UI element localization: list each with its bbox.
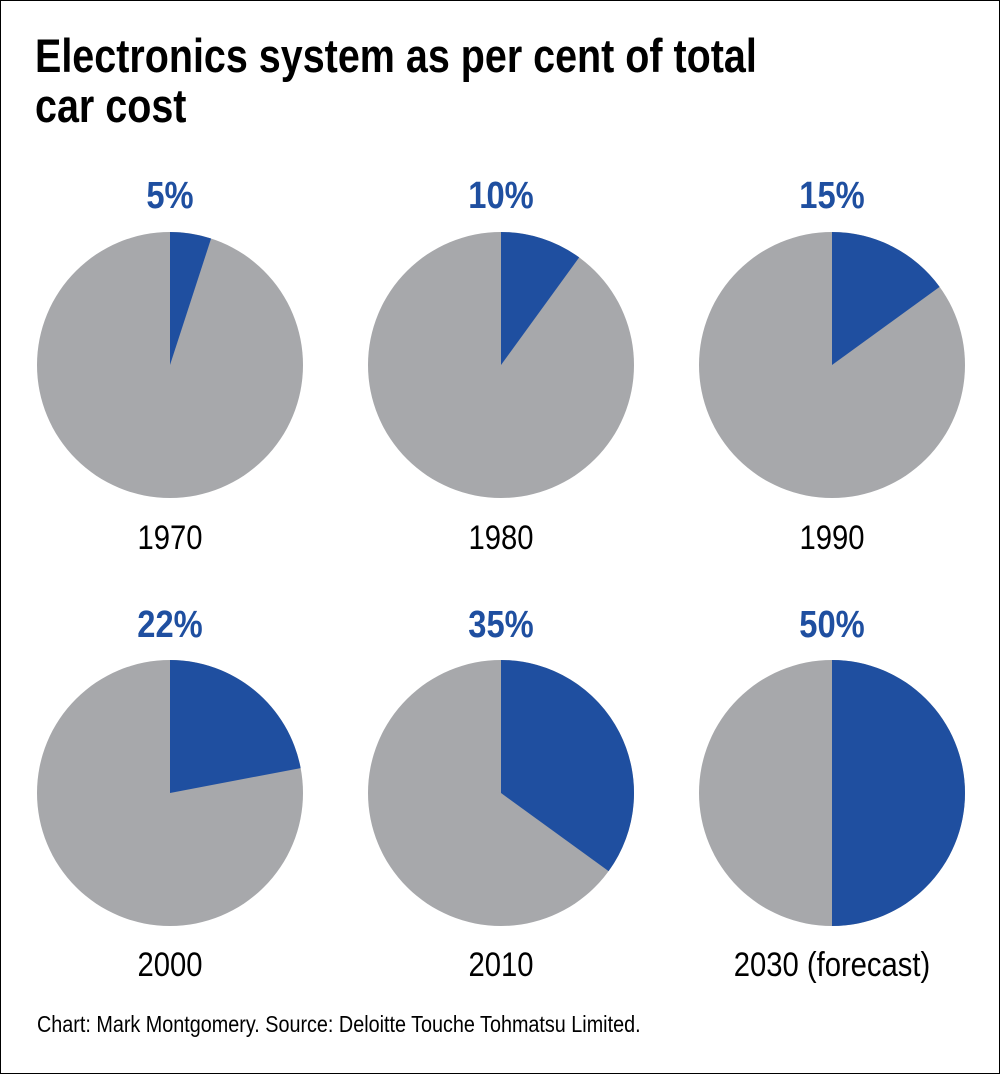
pie-slice-electronics [832,660,965,926]
year-label: 1970 [137,518,202,557]
percent-label: 15% [799,174,864,217]
pie-panel-1970: 5% 1970 [37,174,303,557]
percent-label: 5% [146,174,193,217]
source-credit: Chart: Mark Montgomery. Source: Deloitte… [37,1011,641,1037]
year-label: 1990 [799,518,864,557]
chart-title: Electronics system as per cent of total … [35,29,757,132]
pie-panel-1990: 15% 1990 [699,174,965,557]
year-label: 2010 [468,945,533,984]
pie-slice-electronics [832,232,940,365]
pie-panel-1980: 10% 1980 [368,174,634,557]
year-label: 2000 [137,945,202,984]
percent-label: 22% [137,603,202,646]
year-label: 1980 [468,518,533,557]
percent-label: 10% [468,174,533,217]
percent-label: 35% [468,603,533,646]
pie-panel-2010: 35% 2010 [368,603,635,984]
pie-slice-electronics [170,660,301,793]
pie-slice-electronics [501,232,580,365]
year-label: 2030 (forecast) [734,945,931,984]
pie-slice-electronics [170,232,212,365]
pie-panel-2000: 22% 2000 [37,603,303,984]
pie-slice-electronics [501,660,635,872]
pie-panel-2030: 50% 2030 (forecast) [699,603,965,984]
percent-label: 50% [799,603,864,646]
